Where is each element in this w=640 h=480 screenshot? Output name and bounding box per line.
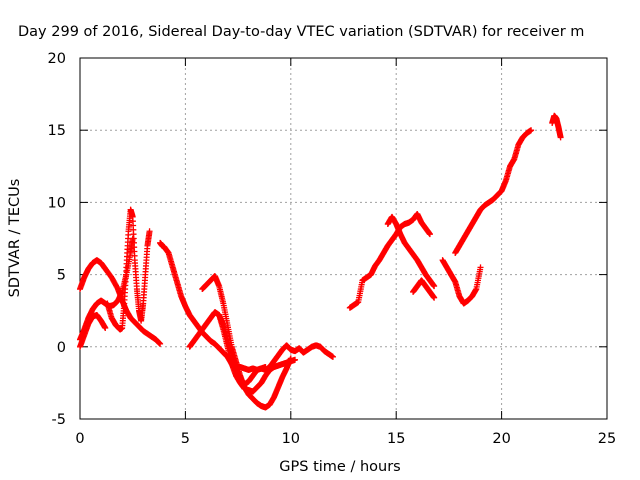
data-point [477, 264, 484, 271]
data-point [528, 127, 535, 134]
y-tick-label: -5 [52, 412, 66, 428]
data-series [104, 206, 153, 333]
data-series [77, 312, 109, 350]
data-point [292, 356, 299, 363]
data-point [329, 353, 336, 360]
data-point [102, 325, 109, 332]
chart-title: Day 299 of 2016, Sidereal Day-to-day VTE… [18, 24, 584, 40]
x-tick-label: 5 [181, 431, 190, 447]
data-series [410, 277, 438, 301]
data-series [439, 257, 484, 307]
y-tick-label: 10 [48, 195, 66, 211]
data-series [384, 213, 438, 290]
data-point [431, 283, 438, 290]
plot-frame [79, 57, 608, 420]
y-axis-label: SDTVAR / TECUs [7, 179, 23, 298]
data-series [346, 210, 433, 311]
data-point [157, 340, 164, 347]
data-series [452, 127, 535, 256]
x-axis-label: GPS time / hours [279, 459, 400, 475]
y-tick-label: 5 [57, 268, 66, 284]
y-tick-label: 20 [48, 51, 66, 67]
x-tick-label: 15 [387, 431, 405, 447]
x-tick-label: 20 [492, 431, 510, 447]
y-tick-labels: -5 0 5 10 15 20 [48, 51, 66, 428]
y-tick-label: 15 [48, 123, 66, 139]
x-tick-labels: 0 5 10 15 20 25 [75, 431, 616, 447]
data-point [146, 228, 153, 235]
x-tick-label: 25 [598, 431, 616, 447]
data-point [557, 134, 564, 141]
data-points [77, 112, 564, 411]
x-tick-label: 10 [282, 431, 300, 447]
y-tick-label: 0 [57, 340, 66, 356]
data-series [549, 112, 564, 141]
data-series [216, 312, 299, 395]
data-point [426, 231, 433, 238]
data-point [431, 294, 438, 301]
x-tick-label: 0 [75, 431, 84, 447]
